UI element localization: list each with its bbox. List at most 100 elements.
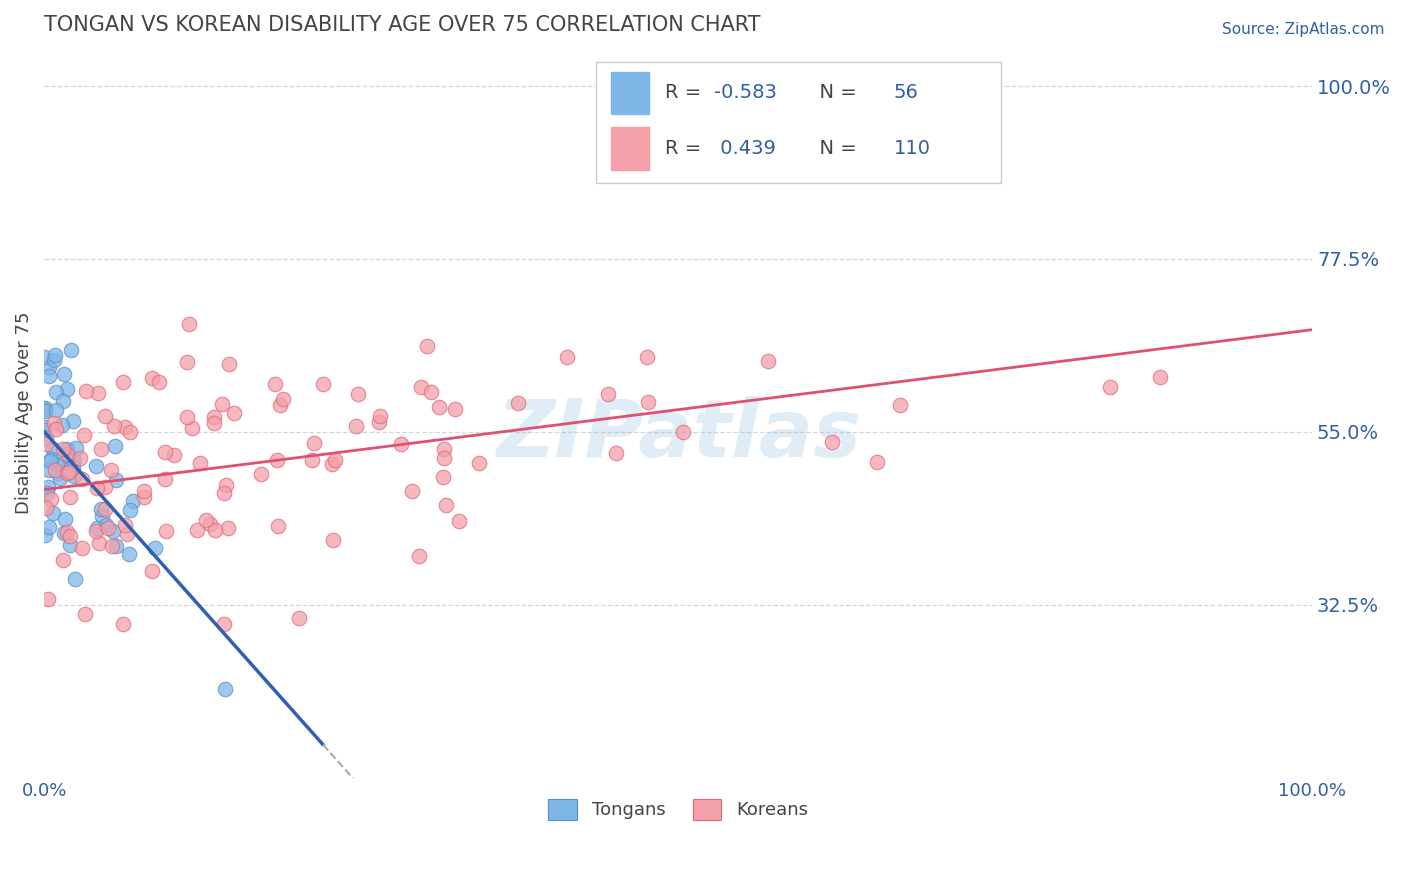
Point — [56, 449, 79, 463]
Point — [118, 502, 141, 516]
Point — [122, 494, 145, 508]
Point — [72, 472, 94, 486]
Point — [176, 409, 198, 424]
Point — [344, 419, 367, 434]
Point — [111, 376, 134, 390]
Point — [194, 513, 217, 527]
Point — [51, 417, 73, 432]
Point — [302, 436, 325, 450]
Text: N =: N = — [807, 84, 863, 103]
Point — [821, 435, 844, 450]
Point — [42, 506, 65, 520]
Point — [368, 416, 391, 430]
Point — [94, 409, 117, 424]
Text: R =: R = — [665, 139, 709, 158]
Point — [115, 526, 138, 541]
Point — [287, 611, 309, 625]
Point — [214, 681, 236, 696]
Point — [434, 498, 457, 512]
Point — [94, 480, 117, 494]
Point — [53, 525, 76, 540]
Point — [596, 387, 619, 401]
Text: N =: N = — [807, 139, 863, 158]
Text: 56: 56 — [894, 84, 918, 103]
Point — [756, 354, 779, 368]
Point — [73, 427, 96, 442]
Point — [48, 467, 70, 481]
Point — [118, 547, 141, 561]
Point — [155, 524, 177, 539]
Point — [101, 524, 124, 539]
Point — [889, 398, 911, 412]
Point — [63, 573, 86, 587]
Point — [62, 460, 84, 475]
Point — [86, 521, 108, 535]
Point — [141, 564, 163, 578]
Text: TONGAN VS KOREAN DISABILITY AGE OVER 75 CORRELATION CHART: TONGAN VS KOREAN DISABILITY AGE OVER 75 … — [44, 15, 761, 35]
Point — [55, 524, 77, 539]
Point — [42, 416, 65, 430]
Point — [153, 472, 176, 486]
Point — [45, 385, 67, 400]
Point — [70, 541, 93, 555]
Point — [1149, 369, 1171, 384]
Point — [433, 442, 456, 456]
Point — [59, 343, 82, 357]
Point — [49, 470, 72, 484]
Text: ZIPatlas: ZIPatlas — [496, 395, 860, 474]
Point — [56, 382, 79, 396]
Point — [45, 402, 67, 417]
Point — [153, 445, 176, 459]
Point — [32, 420, 55, 434]
FancyBboxPatch shape — [596, 62, 1001, 183]
Point — [271, 392, 294, 406]
Point — [444, 402, 467, 417]
Point — [58, 490, 80, 504]
Point — [42, 353, 65, 368]
Point — [52, 553, 75, 567]
Point — [672, 425, 695, 439]
Point — [38, 463, 60, 477]
Point — [212, 616, 235, 631]
Point — [346, 387, 368, 401]
Point — [55, 511, 77, 525]
Point — [269, 398, 291, 412]
Text: R =: R = — [665, 84, 709, 103]
Y-axis label: Disability Age Over 75: Disability Age Over 75 — [15, 311, 32, 514]
Point — [90, 502, 112, 516]
Point — [202, 409, 225, 424]
Point — [38, 454, 60, 468]
Point — [250, 467, 273, 481]
Point — [62, 413, 84, 427]
Point — [637, 394, 659, 409]
Point — [214, 486, 236, 500]
Point — [186, 524, 208, 538]
Point — [389, 437, 412, 451]
Point — [104, 539, 127, 553]
Point — [41, 491, 63, 506]
Point — [46, 457, 69, 471]
Point — [198, 517, 221, 532]
Point — [35, 431, 58, 445]
Point — [34, 437, 56, 451]
Bar — [612, 128, 650, 169]
Point — [90, 442, 112, 456]
Point — [143, 541, 166, 556]
Point — [55, 442, 77, 457]
Point — [432, 470, 454, 484]
Point — [322, 533, 344, 547]
Point — [37, 591, 59, 606]
Point — [605, 446, 627, 460]
Point — [177, 317, 200, 331]
Point — [44, 463, 66, 477]
Point — [118, 425, 141, 440]
Point — [35, 485, 58, 500]
Point — [267, 519, 290, 533]
Point — [419, 384, 441, 399]
Point — [37, 480, 59, 494]
Legend: Tongans, Koreans: Tongans, Koreans — [541, 791, 815, 827]
Point — [508, 396, 530, 410]
Point — [188, 456, 211, 470]
Point — [264, 376, 287, 391]
Point — [34, 350, 56, 364]
